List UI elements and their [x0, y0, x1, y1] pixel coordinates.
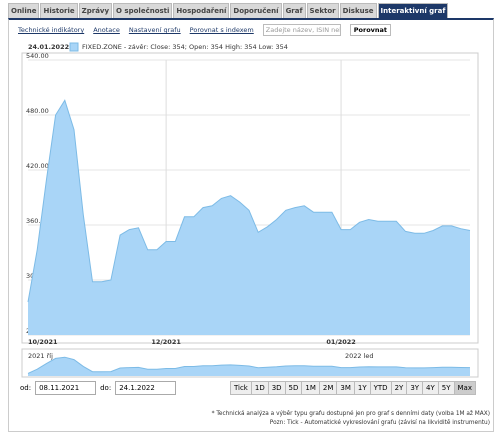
footnote: Pozn: Tick - Automatické vykreslování gr…	[269, 420, 490, 426]
chart-date: 24.01.2022	[28, 43, 69, 51]
to-label: do:	[100, 384, 112, 392]
legend-swatch	[69, 42, 79, 52]
range-button[interactable]: 2M	[318, 381, 338, 395]
tab[interactable]: Doporučení	[230, 3, 282, 18]
legend-label: FIXED.ZONE - závěr: Close: 354; Open: 35…	[82, 43, 288, 51]
navigator-label: 2022 led	[345, 352, 374, 360]
tab[interactable]: Interaktivní graf	[377, 3, 449, 18]
to-input[interactable]: 24.1.2022	[115, 381, 177, 395]
range-button[interactable]: 2Y	[390, 381, 408, 395]
toolbar-link[interactable]: Anotace	[93, 26, 120, 34]
from-label: od:	[20, 384, 32, 392]
x-tick-label: 12/2021	[151, 338, 181, 346]
y-tick-label: 360.00	[26, 217, 49, 225]
range-buttons: Tick 1D 3D 5D 1M 2M 3M 1Y YTD 2Y 3Y 4Y 5Y Max	[229, 381, 476, 395]
x-tick-label: 10/2021	[28, 338, 58, 346]
date-controls: od: 08.11.2021 do: 24.1.2022	[20, 381, 177, 395]
range-button[interactable]: YTD	[369, 381, 392, 395]
compare-button[interactable]: Porovnat	[349, 24, 392, 36]
range-button[interactable]: 3M	[336, 381, 355, 395]
toolbar: Technické indikátory Anotace Nastavení gra…	[18, 24, 392, 36]
tab[interactable]: Zprávy	[78, 3, 113, 18]
toolbar-link[interactable]: Technické indikátory	[18, 26, 85, 34]
toolbar-link[interactable]: Nastavení grafu	[128, 26, 181, 34]
tabs: Online Historie Zprávy O společnosti Hospoda…	[8, 3, 449, 18]
tab[interactable]: Sektor	[306, 3, 339, 18]
range-button[interactable]: Max	[453, 381, 476, 395]
tab[interactable]: Historie	[40, 3, 78, 18]
range-button[interactable]: 1M	[301, 381, 320, 395]
range-button[interactable]: 3D	[267, 381, 286, 395]
tab[interactable]: O společnosti	[113, 3, 173, 18]
navigator-area	[28, 357, 470, 376]
search-input[interactable]: Zadejte název, ISIN nebo	[262, 24, 341, 36]
series-line	[27, 99, 471, 303]
range-button[interactable]: 1Y	[353, 381, 371, 395]
range-button[interactable]: 5D	[284, 381, 303, 395]
range-button[interactable]: 5Y	[437, 381, 455, 395]
toolbar-link[interactable]: Porovnat s indexem	[189, 26, 254, 34]
range-button[interactable]: 3Y	[406, 381, 424, 395]
range-button[interactable]: Tick	[229, 381, 252, 395]
x-tick-label: 01/2022	[326, 338, 356, 346]
navigator-label: 2021 říj	[28, 352, 53, 360]
frame	[8, 18, 494, 432]
y-tick-label: 480.00	[26, 107, 49, 115]
y-tick-label: 420.00	[26, 162, 49, 170]
from-input[interactable]: 08.11.2021	[35, 381, 97, 395]
y-tick-label: 540.00	[26, 52, 49, 60]
tab[interactable]: Diskuse	[339, 3, 377, 18]
series-area	[28, 100, 470, 335]
tab[interactable]: Online	[8, 3, 40, 18]
tab[interactable]: Hospodaření	[173, 3, 230, 18]
range-button[interactable]: 1D	[250, 381, 269, 395]
navigator-line	[27, 356, 471, 374]
chart: 24.01.2022 FIXED.ZONE - závěr: Close: 354…	[21, 42, 479, 378]
range-button[interactable]: 4Y	[422, 381, 439, 395]
footnote: * Technická analýza a výběr typu grafu d…	[211, 411, 490, 417]
tab[interactable]: Graf	[282, 3, 306, 18]
